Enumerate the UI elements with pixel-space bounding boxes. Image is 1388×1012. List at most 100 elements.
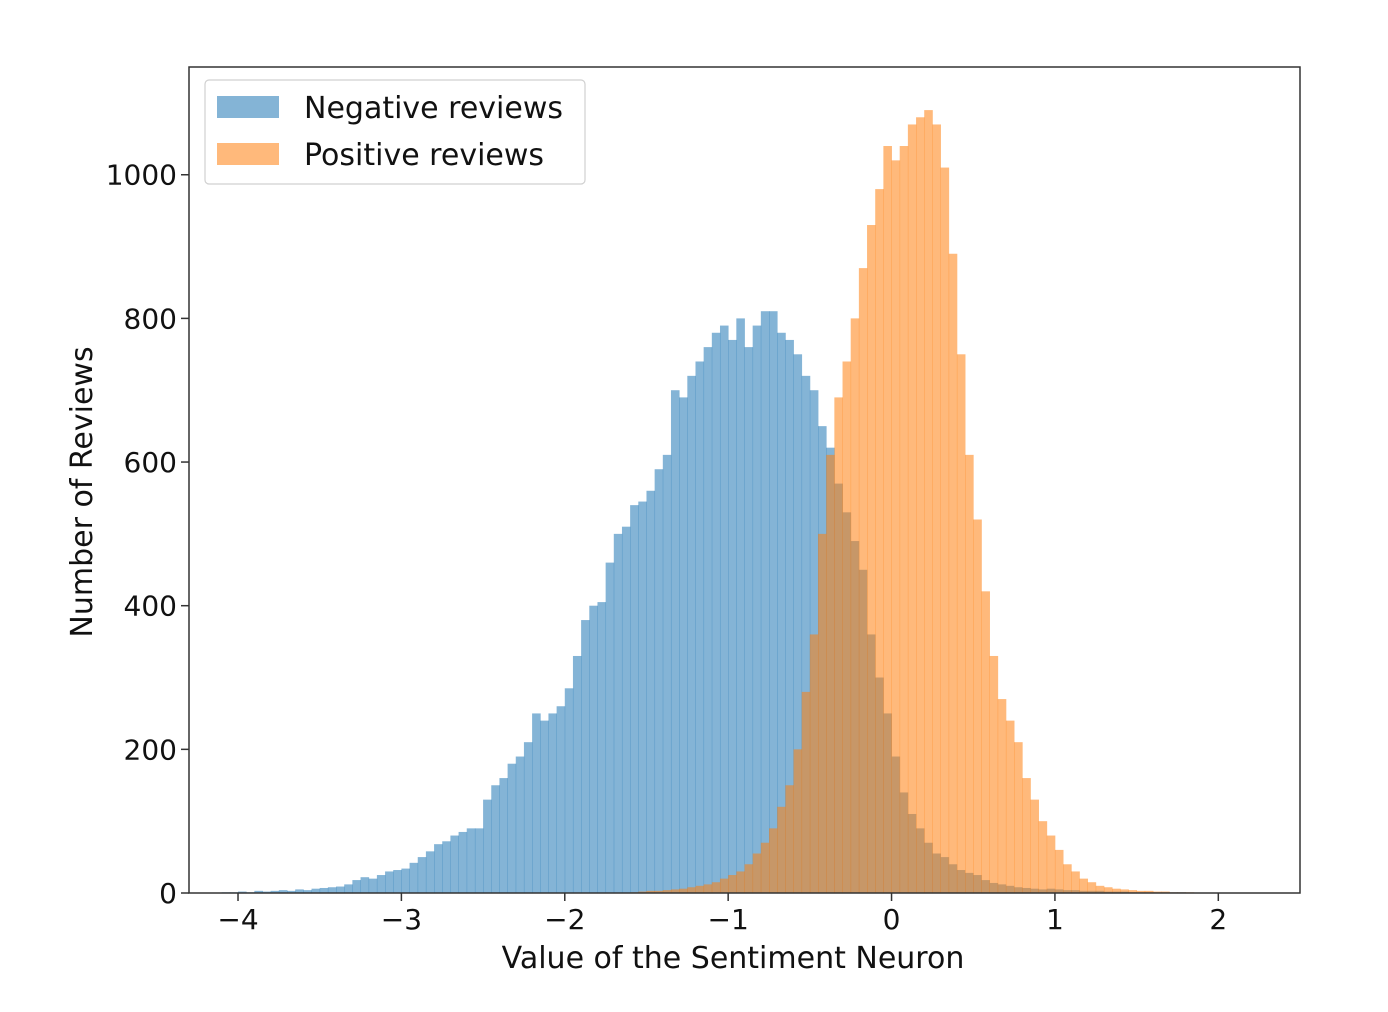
- positive-bar-5: [670, 889, 680, 893]
- x-axis-label: Value of the Sentiment Neuron: [502, 941, 965, 976]
- y-tick-label-4: 800: [124, 302, 177, 335]
- positive-bar-24: [826, 454, 835, 893]
- negative-bar-32: [483, 799, 492, 893]
- negative-bar-10: [303, 890, 312, 893]
- positive-bar-3: [654, 890, 664, 893]
- positive-bar-9: [703, 884, 713, 893]
- negative-bar-50: [630, 505, 639, 893]
- negative-bar-40: [548, 713, 558, 893]
- positive-bar-35: [916, 117, 925, 893]
- negative-bar-51: [638, 501, 647, 893]
- positive-bar-17: [769, 828, 778, 893]
- negative-bar-36: [515, 756, 525, 893]
- x-tick-label-2: −2: [544, 903, 585, 936]
- positive-bar-6: [679, 888, 688, 893]
- negative-bar-64: [744, 347, 754, 893]
- negative-bar-63: [736, 318, 745, 893]
- negative-bar-41: [556, 706, 566, 893]
- legend-label-positive: Positive reviews: [304, 138, 544, 173]
- negative-bar-9: [295, 889, 304, 893]
- y-tick-label-3: 600: [124, 446, 177, 479]
- positive-bar-38: [940, 167, 950, 893]
- positive-bar-19: [785, 785, 794, 893]
- negative-bar-44: [581, 620, 590, 893]
- positive-bar-7: [687, 887, 696, 893]
- negative-bar-17: [360, 877, 370, 893]
- negative-bar-68: [777, 332, 786, 893]
- negative-bar-20: [385, 871, 394, 893]
- positive-bar-42: [973, 519, 982, 893]
- x-tick-label-1: −3: [381, 903, 422, 936]
- positive-bar-22: [809, 634, 819, 893]
- negative-bar-55: [670, 390, 680, 893]
- positive-bar-48: [1022, 778, 1031, 893]
- x-tick-label-5: 1: [1046, 903, 1064, 936]
- positive-bar-45: [997, 699, 1007, 893]
- positive-bar-47: [1014, 742, 1023, 893]
- x-axis-ticks: −4 −3 −2 −1 0 1 2: [217, 893, 1227, 936]
- positive-bar-33: [899, 146, 909, 893]
- positive-reviews-bars: [630, 110, 1195, 894]
- positive-bar-2: [646, 890, 656, 893]
- legend-box: [204, 79, 586, 185]
- positive-bar-63: [1144, 890, 1154, 893]
- negative-bar-39: [540, 720, 549, 893]
- negative-bar-4: [254, 890, 263, 893]
- positive-bar-41: [965, 454, 974, 893]
- positive-bar-15: [752, 853, 762, 893]
- positive-bar-61: [1128, 890, 1138, 893]
- positive-bar-31: [883, 146, 892, 893]
- negative-bar-13: [327, 887, 337, 893]
- negative-bar-16: [352, 880, 361, 893]
- positive-bar-58: [1103, 887, 1113, 893]
- positive-bar-12: [728, 875, 737, 893]
- positive-bar-16: [760, 842, 770, 893]
- negative-bar-47: [605, 562, 615, 893]
- negative-bar-46: [597, 602, 607, 893]
- positive-bar-11: [719, 878, 729, 893]
- positive-bar-60: [1120, 889, 1129, 893]
- negative-bar-21: [393, 870, 402, 893]
- negative-bar-6: [270, 890, 280, 893]
- positive-bar-4: [662, 890, 672, 893]
- positive-bar-46: [1005, 720, 1015, 893]
- positive-bar-57: [1095, 885, 1105, 893]
- negative-bar-8: [287, 890, 296, 893]
- positive-bar-21: [801, 691, 811, 893]
- y-tick-label-5: 1000: [106, 159, 177, 192]
- negative-bar-70: [793, 354, 803, 893]
- positive-bar-56: [1087, 882, 1097, 893]
- negative-bar-33: [491, 785, 500, 893]
- negative-bar-53: [654, 469, 664, 893]
- positive-bar-50: [1038, 821, 1048, 893]
- positive-bar-28: [858, 268, 868, 893]
- positive-bar-51: [1046, 835, 1056, 893]
- negative-bar-18: [368, 878, 378, 893]
- y-tick-label-0: 0: [159, 877, 177, 910]
- negative-bar-61: [719, 325, 729, 893]
- positive-bar-30: [875, 189, 884, 894]
- negative-bar-7: [278, 890, 288, 893]
- negative-bar-62: [728, 339, 737, 893]
- positive-bar-53: [1063, 864, 1072, 893]
- x-tick-label-6: 2: [1209, 903, 1227, 936]
- positive-bar-32: [891, 160, 901, 893]
- positive-bar-62: [1136, 890, 1146, 893]
- negative-bar-56: [679, 397, 688, 893]
- positive-bar-37: [932, 124, 941, 893]
- positive-bar-25: [834, 397, 843, 893]
- negative-bar-14: [336, 886, 345, 893]
- negative-bar-24: [417, 857, 427, 893]
- negative-bar-60: [711, 332, 721, 893]
- y-axis-label: Number of Reviews: [65, 346, 100, 637]
- x-tick-label-0: −4: [217, 903, 258, 936]
- negative-bar-52: [646, 490, 656, 893]
- positive-bar-23: [818, 533, 827, 893]
- negative-bar-57: [687, 375, 696, 894]
- negative-bar-59: [703, 347, 713, 893]
- positive-bar-20: [793, 749, 803, 893]
- positive-bar-49: [1030, 799, 1039, 893]
- positive-bar-8: [695, 885, 705, 893]
- y-axis-ticks: 0 200 400 600 800 1000: [106, 159, 189, 910]
- positive-bar-52: [1054, 849, 1064, 893]
